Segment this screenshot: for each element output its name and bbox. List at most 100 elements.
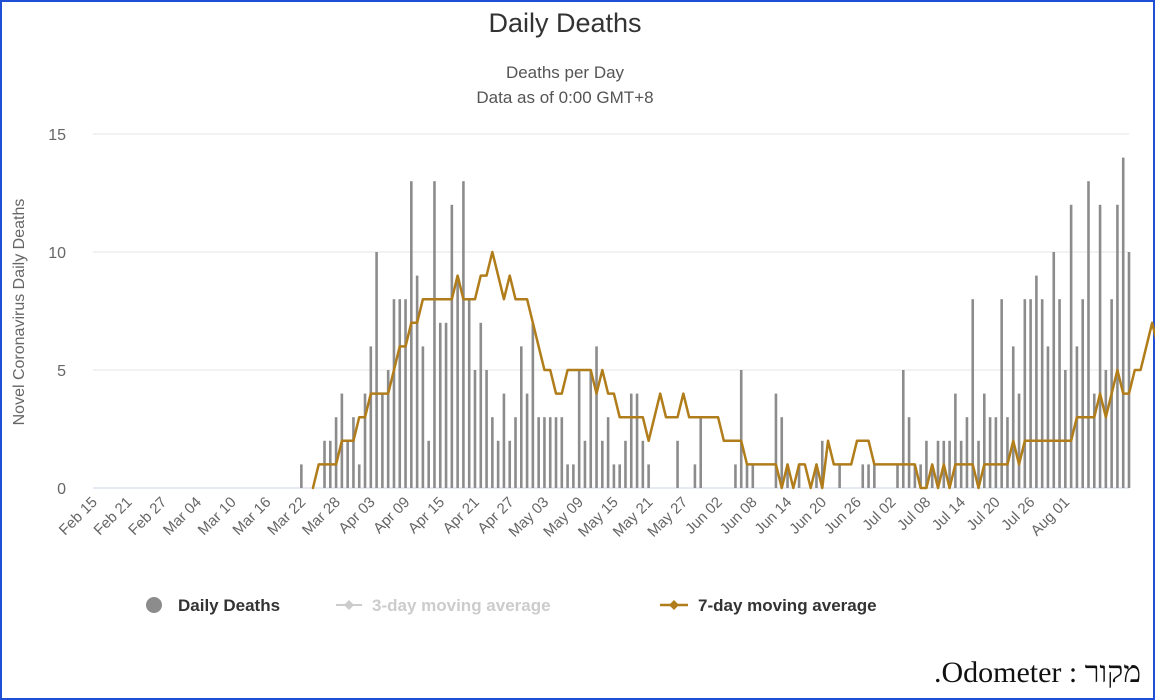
bar-daily-deaths[interactable] <box>1104 370 1108 488</box>
bar-daily-deaths[interactable] <box>1046 346 1050 488</box>
bar-daily-deaths[interactable] <box>774 393 778 488</box>
bar-daily-deaths[interactable] <box>415 275 419 488</box>
bar-daily-deaths[interactable] <box>948 440 951 488</box>
bar-daily-deaths[interactable] <box>606 417 610 488</box>
bar-daily-deaths[interactable] <box>1006 417 1009 488</box>
bar-daily-deaths[interactable] <box>1035 275 1038 488</box>
bar-daily-deaths[interactable] <box>450 204 454 489</box>
bar-daily-deaths[interactable] <box>797 464 801 488</box>
bar-daily-deaths[interactable] <box>381 393 384 488</box>
bar-daily-deaths[interactable] <box>601 440 604 488</box>
bar-daily-deaths[interactable] <box>676 440 679 488</box>
bar-daily-deaths[interactable] <box>612 464 616 488</box>
bar-daily-deaths[interactable] <box>462 181 465 488</box>
bar-daily-deaths[interactable] <box>572 464 575 488</box>
bar-daily-deaths[interactable] <box>838 464 841 488</box>
bar-daily-deaths[interactable] <box>352 417 355 488</box>
legend-item-3-day-average[interactable]: 3-day moving average <box>336 596 551 615</box>
bar-daily-deaths[interactable] <box>560 417 564 488</box>
bar-daily-deaths[interactable] <box>745 464 749 488</box>
bar-daily-deaths[interactable] <box>873 464 876 488</box>
bar-daily-deaths[interactable] <box>994 417 998 488</box>
bar-daily-deaths[interactable] <box>508 440 512 488</box>
bar-daily-deaths[interactable] <box>369 346 373 488</box>
bar-daily-deaths[interactable] <box>410 181 413 488</box>
bar-daily-deaths[interactable] <box>467 299 471 488</box>
bar-daily-deaths[interactable] <box>641 440 645 488</box>
bar-daily-deaths[interactable] <box>473 370 477 488</box>
bar-daily-deaths[interactable] <box>438 322 442 488</box>
bar-daily-deaths[interactable] <box>427 440 430 488</box>
bar-daily-deaths[interactable] <box>456 275 459 488</box>
bar-daily-deaths[interactable] <box>444 322 448 488</box>
bar-daily-deaths[interactable] <box>531 322 535 488</box>
bar-daily-deaths[interactable] <box>496 440 500 488</box>
bar-daily-deaths[interactable] <box>907 417 911 488</box>
bar-daily-deaths[interactable] <box>398 299 402 488</box>
bar-daily-deaths[interactable] <box>919 464 922 488</box>
bar-daily-deaths[interactable] <box>988 417 992 488</box>
bar-daily-deaths[interactable] <box>491 417 494 488</box>
bar-daily-deaths[interactable] <box>930 464 934 488</box>
bar-daily-deaths[interactable] <box>618 464 621 488</box>
bar-daily-deaths[interactable] <box>786 464 789 488</box>
bar-daily-deaths[interactable] <box>334 417 338 488</box>
bar-daily-deaths[interactable] <box>514 417 517 488</box>
bar-daily-deaths[interactable] <box>693 464 697 488</box>
bar-daily-deaths[interactable] <box>734 464 737 488</box>
bar-daily-deaths[interactable] <box>502 393 506 488</box>
bar-daily-deaths[interactable] <box>485 370 488 488</box>
bar-daily-deaths[interactable] <box>1023 299 1027 488</box>
bar-daily-deaths[interactable] <box>1092 393 1096 488</box>
bar-daily-deaths[interactable] <box>519 346 523 488</box>
bar-daily-deaths[interactable] <box>1121 157 1125 488</box>
bar-daily-deaths[interactable] <box>595 346 598 488</box>
bar-daily-deaths[interactable] <box>300 464 303 488</box>
bar-daily-deaths[interactable] <box>1116 204 1119 489</box>
bar-daily-deaths[interactable] <box>780 417 784 488</box>
bar-daily-deaths[interactable] <box>433 181 436 488</box>
bar-daily-deaths[interactable] <box>1000 299 1003 488</box>
bar-daily-deaths[interactable] <box>1064 370 1067 488</box>
bar-daily-deaths[interactable] <box>635 393 639 488</box>
bar-daily-deaths[interactable] <box>647 464 650 488</box>
bar-daily-deaths[interactable] <box>971 299 975 488</box>
bar-daily-deaths[interactable] <box>548 417 552 488</box>
bar-daily-deaths[interactable] <box>1087 181 1090 488</box>
bar-daily-deaths[interactable] <box>751 464 755 488</box>
bar-daily-deaths[interactable] <box>739 370 743 488</box>
bar-daily-deaths[interactable] <box>977 440 980 488</box>
bar-daily-deaths[interactable] <box>346 440 349 488</box>
bar-daily-deaths[interactable] <box>1069 204 1073 489</box>
bar-daily-deaths[interactable] <box>543 417 546 488</box>
legend-item-7-day-average[interactable]: 7-day moving average <box>660 596 877 615</box>
bar-daily-deaths[interactable] <box>392 299 396 488</box>
bar-daily-deaths[interactable] <box>629 393 633 488</box>
bar-daily-deaths[interactable] <box>1029 299 1032 488</box>
bar-daily-deaths[interactable] <box>1098 204 1102 489</box>
bar-daily-deaths[interactable] <box>386 370 390 488</box>
bar-daily-deaths[interactable] <box>566 464 569 488</box>
bar-daily-deaths[interactable] <box>421 346 425 488</box>
bar-daily-deaths[interactable] <box>589 370 593 488</box>
bar-daily-deaths[interactable] <box>1081 299 1084 488</box>
bar-daily-deaths[interactable] <box>357 464 361 488</box>
line-7-day-moving-average[interactable] <box>311 250 1155 490</box>
bar-daily-deaths[interactable] <box>1011 346 1015 488</box>
bar-daily-deaths[interactable] <box>624 440 627 488</box>
bar-daily-deaths[interactable] <box>913 464 917 488</box>
bar-daily-deaths[interactable] <box>699 417 703 488</box>
bar-daily-deaths[interactable] <box>901 370 905 488</box>
bar-daily-deaths[interactable] <box>525 393 529 488</box>
bar-daily-deaths[interactable] <box>363 393 367 488</box>
bar-daily-deaths[interactable] <box>815 464 818 488</box>
bar-daily-deaths[interactable] <box>983 393 986 488</box>
bar-daily-deaths[interactable] <box>925 440 928 488</box>
bar-daily-deaths[interactable] <box>867 464 870 488</box>
bar-daily-deaths[interactable] <box>479 322 483 488</box>
bar-daily-deaths[interactable] <box>1040 299 1044 488</box>
bar-daily-deaths[interactable] <box>954 393 957 488</box>
bar-daily-deaths[interactable] <box>936 440 940 488</box>
bar-daily-deaths[interactable] <box>1127 252 1131 488</box>
bar-daily-deaths[interactable] <box>583 440 587 488</box>
